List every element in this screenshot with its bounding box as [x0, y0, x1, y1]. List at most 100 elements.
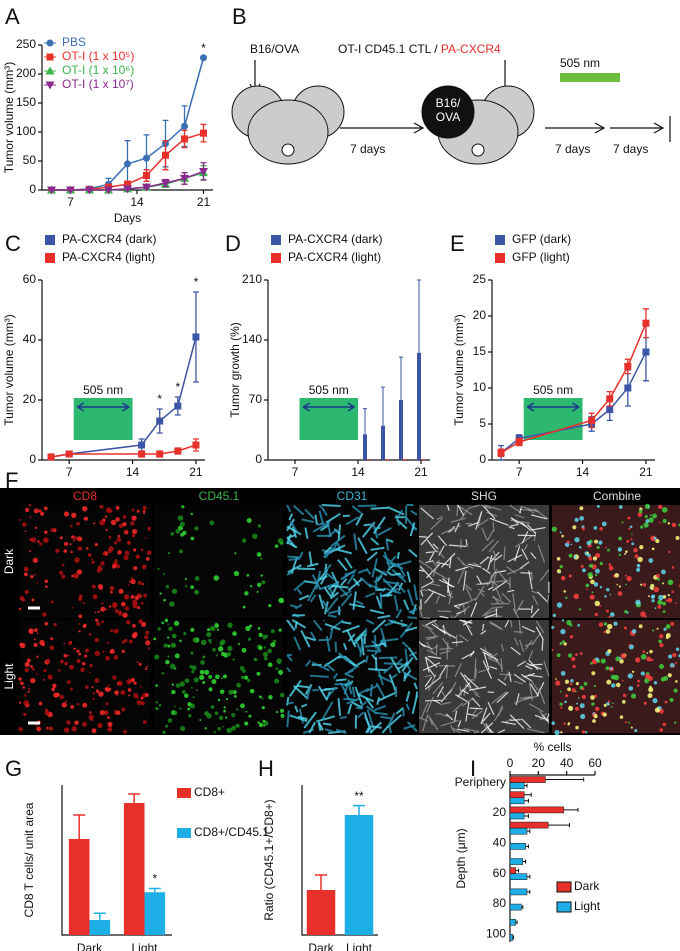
bar [381, 425, 385, 460]
cell [636, 563, 641, 568]
fiber [407, 646, 418, 661]
cell [265, 634, 269, 638]
cell [194, 576, 200, 581]
cell [102, 552, 106, 556]
cell [50, 600, 54, 604]
cell [645, 519, 650, 523]
fiber [514, 545, 521, 562]
fiber [541, 639, 544, 651]
panel-label: I [470, 756, 476, 781]
fiber [528, 650, 534, 661]
fiber [296, 684, 310, 689]
cell [141, 564, 147, 570]
cell [258, 632, 263, 637]
legend-marker [177, 828, 191, 838]
x-tick-label: 21 [414, 465, 428, 479]
cell [601, 521, 607, 527]
x-tick-label: 7 [292, 465, 299, 479]
cell [65, 700, 67, 703]
fiber [503, 671, 510, 681]
fiber [510, 719, 521, 721]
cell [594, 600, 600, 607]
fiber [453, 605, 470, 619]
fiber [482, 505, 496, 520]
fiber [306, 562, 319, 568]
fiber [343, 697, 355, 701]
cell [241, 647, 247, 653]
cell [170, 642, 176, 648]
fiber [481, 527, 488, 541]
fiber [354, 629, 367, 642]
cell [117, 534, 121, 538]
cell [668, 550, 671, 553]
cell [88, 632, 92, 636]
cell [36, 632, 39, 635]
cell [23, 566, 29, 572]
bar [509, 918, 516, 926]
cell [127, 541, 131, 545]
cell [23, 712, 27, 717]
cell [564, 700, 567, 704]
cell [173, 666, 176, 669]
cell [92, 594, 98, 600]
cell [232, 690, 237, 695]
cell [244, 591, 249, 596]
fiber [315, 715, 336, 723]
fiber [471, 697, 481, 707]
cell [78, 614, 83, 619]
cell [248, 714, 252, 718]
cell [274, 544, 279, 548]
cell [652, 698, 658, 704]
fiber [346, 573, 355, 585]
error-bar [522, 859, 527, 864]
y-tick-label: 100 [16, 124, 36, 138]
fiber [492, 595, 500, 605]
cell [628, 643, 631, 647]
fiber [527, 524, 537, 535]
cell [140, 548, 144, 552]
fiber [475, 511, 483, 530]
fiber [304, 636, 316, 642]
fiber [365, 655, 369, 663]
bar [509, 867, 516, 874]
fiber [287, 701, 294, 705]
fiber [453, 710, 458, 722]
cell [637, 556, 643, 563]
fiber [422, 714, 429, 732]
fiber [531, 590, 539, 595]
cell [168, 552, 170, 554]
fiber [348, 664, 359, 673]
fiber [446, 585, 451, 597]
error-bar [524, 783, 528, 788]
legend-label: Light [574, 899, 601, 913]
arrow-head [653, 122, 665, 134]
fiber [514, 637, 519, 646]
cell [596, 504, 600, 508]
cell [668, 654, 673, 659]
fiber [425, 551, 435, 554]
cell [130, 577, 134, 581]
cell [621, 679, 624, 682]
cell [606, 702, 610, 706]
fiber [519, 639, 525, 652]
cell [179, 681, 185, 687]
significance: * [194, 275, 199, 289]
cell [559, 571, 561, 574]
fiber [455, 694, 468, 703]
legend-label: OT-I (1 x 10⁶) [62, 63, 134, 77]
fiber [447, 577, 450, 593]
cell [45, 708, 49, 712]
diagram-text: B16/ [436, 96, 461, 110]
fiber [530, 552, 537, 560]
cell [578, 608, 582, 611]
fiber [315, 570, 322, 590]
cell [658, 639, 662, 644]
fiber [456, 504, 459, 516]
fiber [370, 546, 385, 551]
fiber [355, 512, 364, 526]
cell [192, 696, 195, 699]
cell [46, 726, 49, 730]
cell [33, 638, 36, 641]
cell [614, 573, 620, 578]
fiber [476, 575, 483, 585]
